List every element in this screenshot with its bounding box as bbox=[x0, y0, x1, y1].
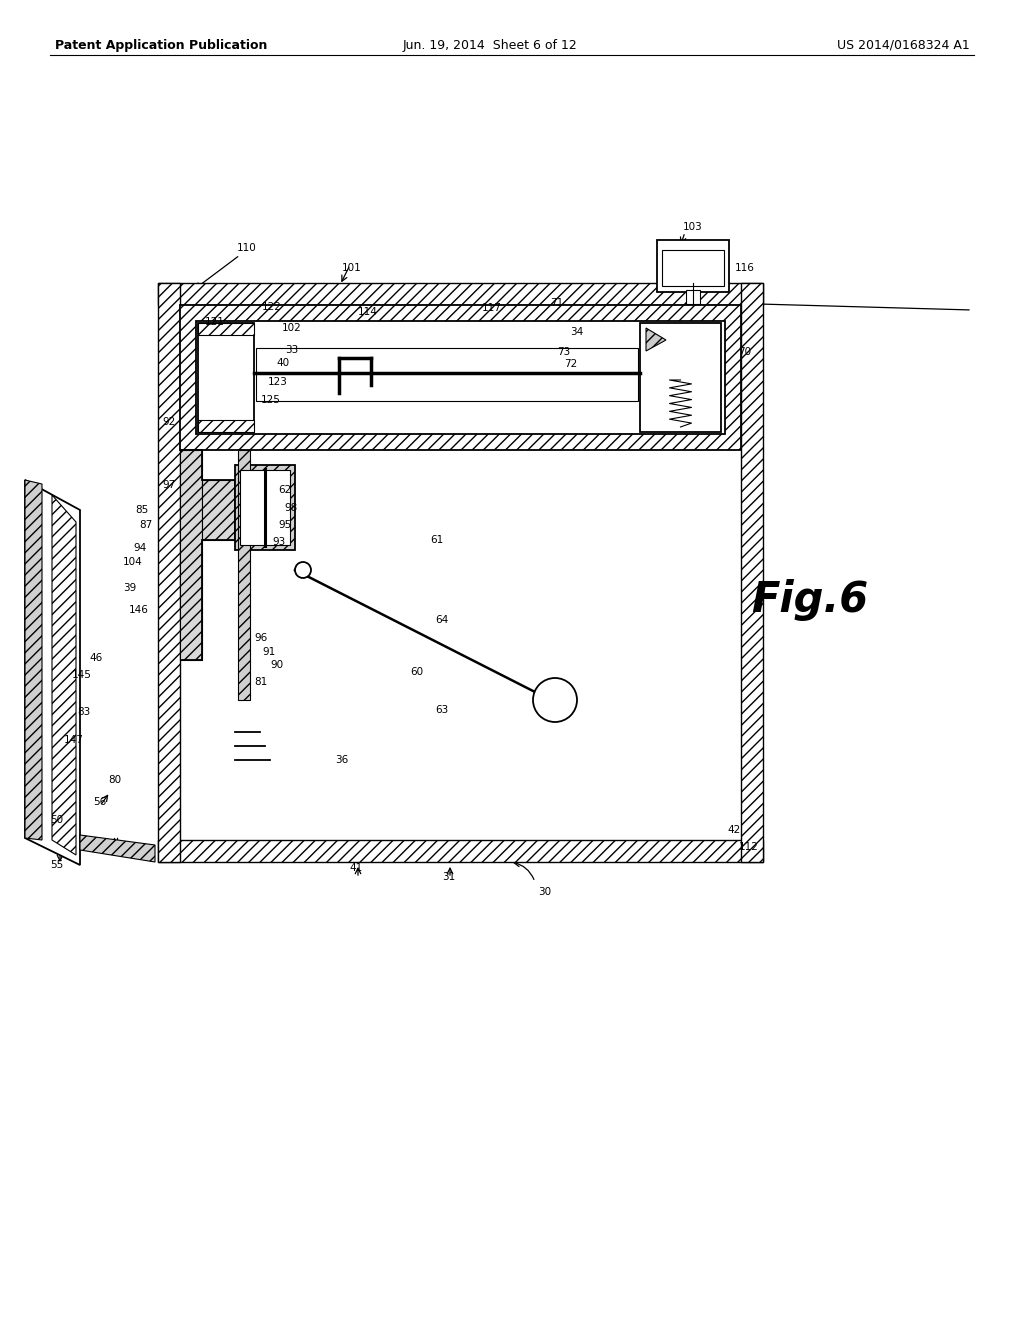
Text: 114: 114 bbox=[358, 308, 378, 317]
Text: 83: 83 bbox=[77, 708, 90, 717]
Circle shape bbox=[295, 562, 311, 578]
Bar bbox=[198, 323, 254, 432]
Polygon shape bbox=[25, 480, 80, 865]
Text: 42: 42 bbox=[728, 825, 741, 836]
Text: 112: 112 bbox=[739, 842, 759, 851]
Text: 145: 145 bbox=[72, 671, 92, 680]
Text: 41: 41 bbox=[349, 863, 362, 873]
Text: 146: 146 bbox=[129, 605, 150, 615]
Bar bbox=[238, 450, 250, 700]
Bar bbox=[256, 347, 638, 400]
Bar bbox=[662, 249, 724, 286]
Text: 60: 60 bbox=[410, 667, 423, 677]
Text: 56: 56 bbox=[93, 797, 106, 807]
Text: 73: 73 bbox=[557, 347, 570, 356]
Text: 71: 71 bbox=[550, 298, 563, 308]
Text: 101: 101 bbox=[342, 263, 361, 273]
Text: 116: 116 bbox=[735, 263, 755, 273]
Text: 125: 125 bbox=[261, 395, 281, 405]
Text: 123: 123 bbox=[268, 378, 288, 387]
Polygon shape bbox=[80, 836, 155, 862]
Text: 33: 33 bbox=[285, 345, 298, 355]
Text: 103: 103 bbox=[683, 222, 702, 232]
Text: 104: 104 bbox=[123, 557, 143, 568]
Bar bbox=[686, 290, 700, 304]
Text: 72: 72 bbox=[564, 359, 578, 370]
Text: 30: 30 bbox=[539, 887, 552, 898]
Text: 61: 61 bbox=[430, 535, 443, 545]
Text: 64: 64 bbox=[435, 615, 449, 624]
Text: 97: 97 bbox=[163, 480, 176, 490]
Bar bbox=[158, 282, 763, 305]
Text: 94: 94 bbox=[134, 543, 147, 553]
Text: 98: 98 bbox=[284, 503, 297, 513]
Text: 102: 102 bbox=[282, 323, 302, 333]
Text: 90: 90 bbox=[270, 660, 283, 671]
Text: Jun. 19, 2014  Sheet 6 of 12: Jun. 19, 2014 Sheet 6 of 12 bbox=[402, 38, 578, 51]
Text: 70: 70 bbox=[738, 347, 751, 356]
Text: 55: 55 bbox=[50, 861, 63, 870]
Text: 46: 46 bbox=[90, 653, 103, 663]
Text: 50: 50 bbox=[50, 814, 63, 825]
Bar bbox=[196, 321, 725, 434]
Bar bbox=[198, 420, 254, 432]
Bar bbox=[657, 240, 729, 292]
Bar bbox=[234, 465, 295, 550]
Polygon shape bbox=[646, 327, 666, 351]
Text: 85: 85 bbox=[135, 506, 148, 515]
Text: 31: 31 bbox=[442, 873, 456, 882]
Circle shape bbox=[534, 678, 577, 722]
Bar bbox=[180, 450, 741, 840]
Text: 122: 122 bbox=[262, 302, 282, 312]
Bar bbox=[180, 450, 202, 660]
Text: 40: 40 bbox=[276, 358, 289, 368]
Text: 39: 39 bbox=[123, 583, 136, 593]
Text: 87: 87 bbox=[138, 520, 152, 531]
Bar bbox=[741, 282, 763, 862]
Text: US 2014/0168324 A1: US 2014/0168324 A1 bbox=[838, 38, 970, 51]
Text: 36: 36 bbox=[335, 755, 348, 766]
Bar bbox=[640, 323, 721, 432]
Bar bbox=[180, 305, 741, 450]
Text: Fig.6: Fig.6 bbox=[752, 579, 868, 620]
Polygon shape bbox=[52, 495, 76, 855]
Text: 110: 110 bbox=[238, 243, 257, 253]
Bar bbox=[158, 840, 763, 862]
Bar bbox=[158, 282, 180, 862]
Text: 34: 34 bbox=[570, 327, 584, 337]
Text: 121: 121 bbox=[205, 317, 225, 327]
Text: 95: 95 bbox=[278, 520, 291, 531]
Text: 147: 147 bbox=[65, 735, 84, 744]
Text: 80: 80 bbox=[108, 775, 121, 785]
Polygon shape bbox=[25, 480, 42, 840]
Text: Patent Application Publication: Patent Application Publication bbox=[55, 38, 267, 51]
Bar bbox=[180, 305, 741, 840]
Text: 91: 91 bbox=[262, 647, 275, 657]
Bar bbox=[198, 323, 254, 335]
Text: 62: 62 bbox=[278, 484, 291, 495]
Text: 63: 63 bbox=[435, 705, 449, 715]
Text: 96: 96 bbox=[254, 634, 267, 643]
Text: 117: 117 bbox=[482, 304, 502, 313]
Text: 93: 93 bbox=[272, 537, 286, 546]
Bar bbox=[202, 480, 238, 540]
Bar bbox=[240, 470, 290, 545]
Text: 81: 81 bbox=[254, 677, 267, 686]
Text: 92: 92 bbox=[163, 417, 176, 426]
